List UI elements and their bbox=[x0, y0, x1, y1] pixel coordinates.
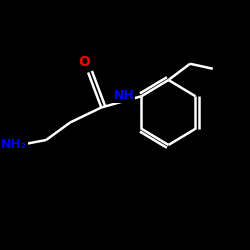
Text: O: O bbox=[78, 56, 90, 70]
Text: NH: NH bbox=[114, 89, 134, 102]
Text: NH₂: NH₂ bbox=[1, 138, 27, 151]
